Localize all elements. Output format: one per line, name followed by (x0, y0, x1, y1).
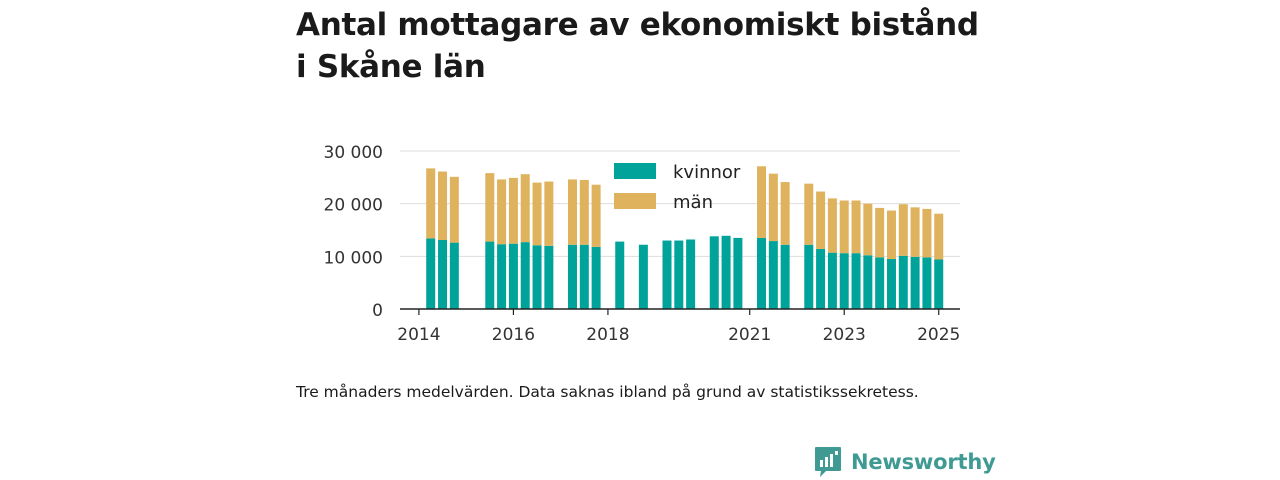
newsworthy-logo: Newsworthy (814, 446, 996, 478)
bar-man (532, 182, 542, 246)
bar-man (544, 181, 554, 246)
bar-man (839, 200, 849, 254)
legend-swatch-man (614, 193, 656, 209)
bar-kvinnor (780, 244, 790, 309)
x-tick-label: 2018 (586, 325, 629, 345)
bar-man (886, 210, 896, 259)
bar-kvinnor (709, 236, 719, 309)
bar-man (851, 200, 861, 254)
bar-kvinnor (816, 248, 826, 309)
bar-man (875, 207, 885, 258)
bar-kvinnor (638, 244, 648, 309)
bar-man (426, 168, 436, 239)
bar-man (910, 207, 920, 257)
axes: 0 10 000 20 000 30 000 2014 2016 2018 2021 2023 2… (324, 143, 961, 345)
bar-kvinnor (497, 244, 507, 309)
bar-kvinnor (438, 240, 448, 309)
bar-kvinnor (485, 241, 495, 309)
bar-kvinnor (733, 237, 743, 309)
y-tick-label: 10 000 (324, 248, 383, 268)
bar-man (485, 173, 495, 242)
bar-kvinnor (615, 241, 625, 309)
bar-man (497, 179, 507, 245)
bar-kvinnor (426, 238, 436, 309)
y-tick-label: 0 (372, 301, 383, 321)
legend-swatch-kvinnor (614, 163, 656, 179)
y-tick-label: 30 000 (324, 143, 383, 163)
bar-kvinnor (922, 257, 932, 309)
bar-man (508, 177, 518, 244)
bar-man (768, 173, 778, 242)
bar-man (804, 183, 814, 245)
bar-kvinnor (898, 255, 908, 309)
bar-kvinnor (804, 244, 814, 309)
bar-man (567, 179, 577, 245)
bar-kvinnor (721, 235, 731, 309)
bar-kvinnor (532, 245, 542, 309)
bar-kvinnor (875, 257, 885, 309)
legend-label: kvinnor (673, 162, 741, 183)
x-tick-label: 2014 (397, 325, 440, 345)
bar-man (827, 198, 837, 253)
x-tick-label: 2023 (823, 325, 866, 345)
bar-man (438, 171, 448, 241)
y-tick-label: 20 000 (324, 196, 383, 216)
bars (426, 166, 944, 309)
bar-kvinnor (934, 259, 944, 309)
bar-man (579, 179, 589, 245)
bar-man (780, 182, 790, 245)
bar-kvinnor (686, 239, 696, 309)
bar-man (898, 204, 908, 256)
x-tick-label: 2021 (728, 325, 771, 345)
bar-kvinnor (757, 237, 767, 309)
x-tick-label: 2025 (917, 325, 960, 345)
bar-man (863, 203, 873, 256)
chart-title: Antal mottagare av ekonomiskt bistånd i … (296, 7, 979, 85)
bar-man (520, 174, 530, 243)
bar-man (591, 184, 601, 247)
bar-man (922, 208, 932, 258)
bar-kvinnor (520, 242, 530, 309)
bar-man (757, 166, 767, 238)
bar-kvinnor (544, 245, 554, 309)
bar-kvinnor (839, 253, 849, 309)
bar-kvinnor (567, 244, 577, 309)
x-tick-label: 2016 (492, 325, 535, 345)
bar-kvinnor (851, 253, 861, 309)
bar-kvinnor (886, 258, 896, 309)
bar-kvinnor (674, 240, 684, 309)
legend-label: män (673, 192, 713, 213)
bar-kvinnor (591, 246, 601, 309)
chart-bubble-icon (815, 447, 841, 477)
bar-chart: 0 10 000 20 000 30 000 2014 2016 2018 2021 2023 2… (324, 143, 961, 345)
bar-kvinnor (579, 244, 589, 309)
bar-kvinnor (662, 240, 672, 309)
bar-man (449, 176, 459, 243)
bar-man (816, 191, 826, 249)
bar-kvinnor (863, 255, 873, 309)
bar-kvinnor (508, 243, 518, 309)
bar-kvinnor (768, 241, 778, 309)
bar-kvinnor (449, 242, 459, 309)
bar-man (934, 213, 944, 260)
brand-name: Newsworthy (851, 450, 996, 474)
chart-caption: Tre månaders medelvärden. Data saknas ib… (296, 383, 919, 401)
bar-kvinnor (910, 256, 920, 309)
legend: kvinnor män (614, 162, 741, 213)
bar-kvinnor (827, 252, 837, 309)
